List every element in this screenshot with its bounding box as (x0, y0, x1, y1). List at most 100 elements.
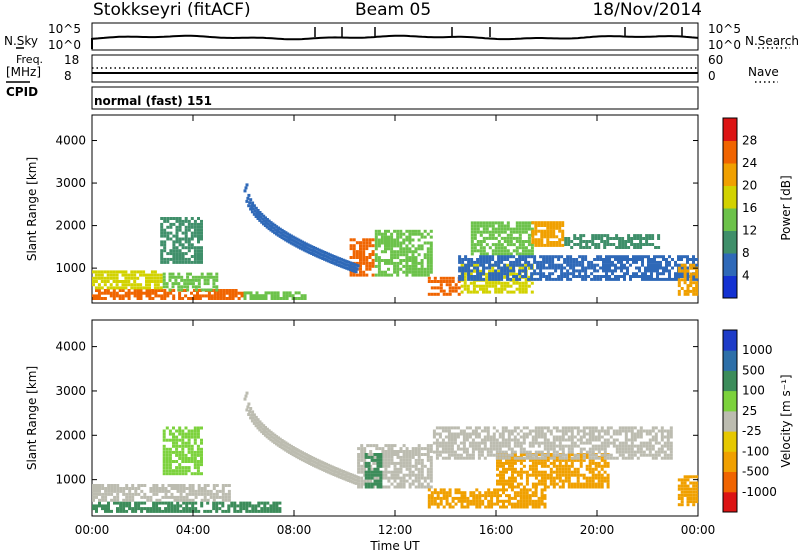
range-cell (377, 261, 381, 265)
range-cell (515, 230, 519, 234)
range-cell (267, 219, 271, 223)
range-cell (537, 502, 541, 506)
range-cell (193, 252, 197, 256)
range-cell (465, 432, 469, 436)
range-cell (633, 243, 637, 246)
range-cell (469, 491, 473, 495)
range-cell (189, 272, 192, 276)
range-cell (528, 473, 532, 477)
range-cell (656, 255, 659, 259)
range-cell (600, 234, 604, 238)
range-cell (686, 292, 690, 296)
range-cell (429, 264, 433, 268)
range-cell (393, 264, 397, 268)
range-cell (561, 447, 565, 451)
range-cell (184, 426, 188, 430)
range-cell (255, 294, 259, 298)
range-cell (191, 501, 195, 505)
range-cell (465, 447, 469, 451)
range-cell (193, 457, 197, 460)
range-cell (215, 275, 219, 279)
range-cell (414, 261, 418, 265)
range-cell (635, 255, 638, 259)
range-cell (686, 258, 689, 261)
range-cell (456, 447, 460, 451)
range-cell (442, 491, 446, 495)
range-cell (171, 285, 175, 289)
range-cell (629, 258, 632, 261)
range-cell (531, 458, 535, 462)
range-cell (402, 455, 406, 459)
range-cell (417, 458, 421, 462)
range-cell (564, 456, 568, 460)
range-cell (482, 284, 485, 288)
range-cell (193, 228, 197, 232)
range-cell (513, 494, 517, 498)
range-cell (360, 476, 364, 480)
range-cell (669, 429, 673, 433)
range-cell (203, 498, 207, 502)
range-cell (543, 232, 547, 236)
range-cell (207, 291, 211, 295)
range-cell (540, 502, 544, 506)
range-cell (539, 275, 543, 278)
range-cell (564, 444, 568, 448)
range-cell (334, 467, 338, 470)
range-cell (417, 476, 421, 480)
range-cell (489, 441, 493, 445)
range-cell (429, 244, 433, 248)
range-cell (411, 261, 415, 265)
range-cell (648, 453, 652, 457)
range-cell (233, 509, 237, 513)
range-cell (396, 241, 400, 245)
range-cell (360, 482, 364, 486)
range-cell (176, 495, 180, 499)
range-cell (283, 234, 287, 238)
range-cell (427, 502, 431, 506)
range-cell (632, 272, 635, 276)
range-cell (615, 237, 619, 240)
range-cell (573, 444, 577, 448)
range-cell (530, 255, 534, 259)
range-cell (439, 496, 443, 500)
range-cell (686, 272, 689, 276)
range-cell (457, 488, 461, 492)
range-cell (585, 467, 589, 471)
range-cell (399, 250, 403, 254)
range-cell (479, 277, 483, 281)
range-cell (160, 257, 164, 261)
range-cell (442, 289, 446, 293)
range-cell (485, 260, 489, 264)
range-cell (486, 432, 490, 436)
range-cell (454, 491, 458, 495)
range-cell (285, 291, 289, 295)
range-cell (491, 233, 495, 237)
range-cell (561, 444, 565, 448)
range-cell (600, 429, 604, 433)
range-cell (181, 457, 185, 460)
range-cell (197, 489, 201, 493)
range-cell (127, 273, 131, 277)
range-cell (321, 461, 325, 465)
range-cell (491, 224, 495, 228)
range-cell (519, 447, 523, 451)
range-cell (414, 256, 418, 260)
range-cell (411, 450, 415, 453)
range-cell (184, 217, 188, 220)
range-cell (273, 294, 277, 298)
range-cell (513, 429, 517, 433)
range-cell (447, 444, 451, 448)
range-cell (193, 435, 197, 439)
range-cell (582, 476, 586, 480)
range-cell (248, 504, 252, 508)
range-cell (524, 255, 528, 259)
range-cell (576, 456, 580, 460)
range-cell (396, 273, 400, 277)
range-cell (417, 470, 421, 474)
range-cell (445, 499, 449, 503)
range-cell (181, 297, 185, 300)
range-cell (531, 456, 535, 460)
range-cell (549, 235, 553, 239)
range-cell (582, 426, 586, 430)
range-cell (507, 494, 511, 498)
